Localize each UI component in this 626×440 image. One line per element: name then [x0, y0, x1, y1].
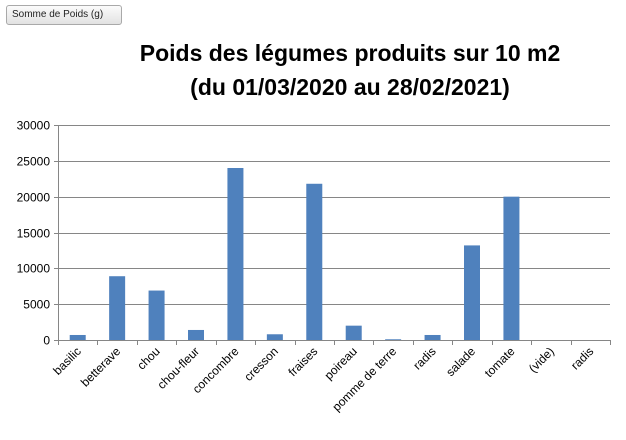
y-tick-label: 30000: [17, 119, 51, 133]
x-tick-label: betterave: [78, 344, 124, 390]
y-tick-labels: 0 5000 10000 15000 20000 25000 30000: [17, 119, 51, 348]
bars: [69, 168, 520, 340]
y-tick-label: 25000: [17, 155, 51, 169]
axes: [54, 125, 611, 345]
bar: [109, 276, 126, 340]
y-tick-label: 15000: [17, 227, 51, 241]
bar: [227, 168, 244, 340]
bar: [266, 334, 283, 340]
x-tick-label: cresson: [241, 344, 281, 384]
x-tick-label: chou: [134, 344, 162, 372]
bar: [69, 334, 86, 340]
x-tick-label: poireau: [322, 344, 360, 382]
chart-title-block: Poids des légumes produits sur 10 m2 (du…: [80, 36, 620, 104]
bar: [385, 339, 402, 340]
gridlines: [58, 125, 610, 305]
x-tick-label: tomate: [482, 344, 518, 380]
somme-de-poids-field-button[interactable]: Somme de Poids (g): [6, 5, 122, 25]
y-tick-label: 5000: [23, 298, 50, 312]
y-tick-label: 10000: [17, 262, 51, 276]
x-tick-label: basilic: [50, 344, 83, 377]
y-tick-label: 20000: [17, 191, 51, 205]
bar: [188, 329, 204, 340]
x-tick-label: (vide): [526, 344, 557, 375]
bar: [424, 334, 441, 340]
x-tick-label: radis: [568, 344, 596, 372]
x-tick-label: radis: [410, 344, 438, 372]
x-tick-label: salade: [443, 344, 478, 379]
bar: [503, 196, 520, 340]
bar: [464, 245, 480, 340]
chart-title: Poids des légumes produits sur 10 m2: [139, 40, 561, 66]
x-tick-label: fraises: [286, 344, 321, 379]
bar: [148, 290, 165, 340]
bar: [306, 183, 323, 340]
y-tick-label: 0: [43, 334, 50, 348]
chart-subtitle: (du 01/03/2020 au 28/02/2021): [190, 74, 510, 100]
bar: [345, 325, 362, 340]
